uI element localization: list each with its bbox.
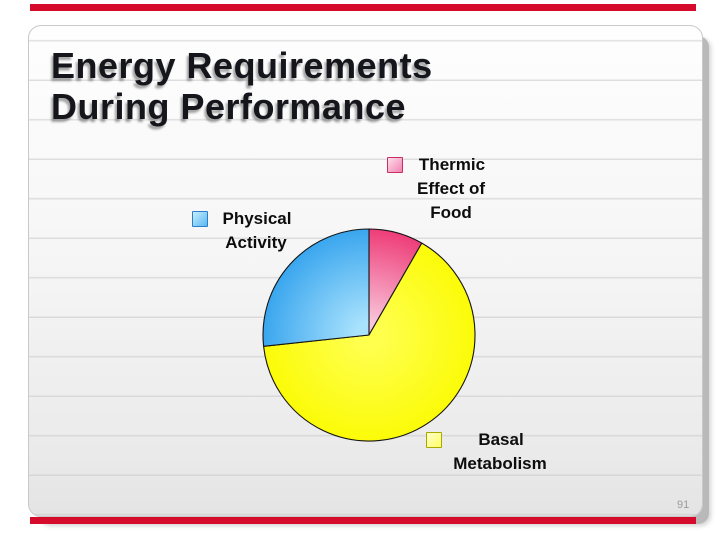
legend-label: Thermic	[418, 155, 486, 174]
slide-title: Energy Requirements During Performance	[51, 45, 433, 127]
page-number: 91	[677, 499, 690, 511]
legend-physical-activity: Physical Activity	[192, 207, 300, 255]
legend-label: Activity	[225, 233, 287, 252]
bottom-accent-bar	[30, 517, 696, 524]
legend-thermic-effect-of-food: Thermic Effect of Food	[387, 153, 495, 225]
legend-label: Physical	[222, 209, 292, 228]
legend-label: Metabolism	[453, 454, 547, 473]
slide-panel: Energy Requirements During Performance Th…	[28, 25, 703, 517]
basal-legend-swatch	[426, 432, 442, 448]
title-line-1: Energy Requirements	[51, 45, 433, 86]
legend-label: Basal	[478, 430, 524, 449]
legend-label: Food	[430, 203, 472, 222]
physical-legend-swatch	[192, 211, 208, 227]
legend-basal-metabolism: Basal Metabolism	[426, 428, 554, 476]
legend-label: Effect of	[417, 179, 485, 198]
top-accent-bar	[30, 4, 696, 11]
thermic-legend-swatch	[387, 157, 403, 173]
pie-chart	[262, 228, 476, 442]
title-line-2: During Performance	[51, 86, 407, 127]
